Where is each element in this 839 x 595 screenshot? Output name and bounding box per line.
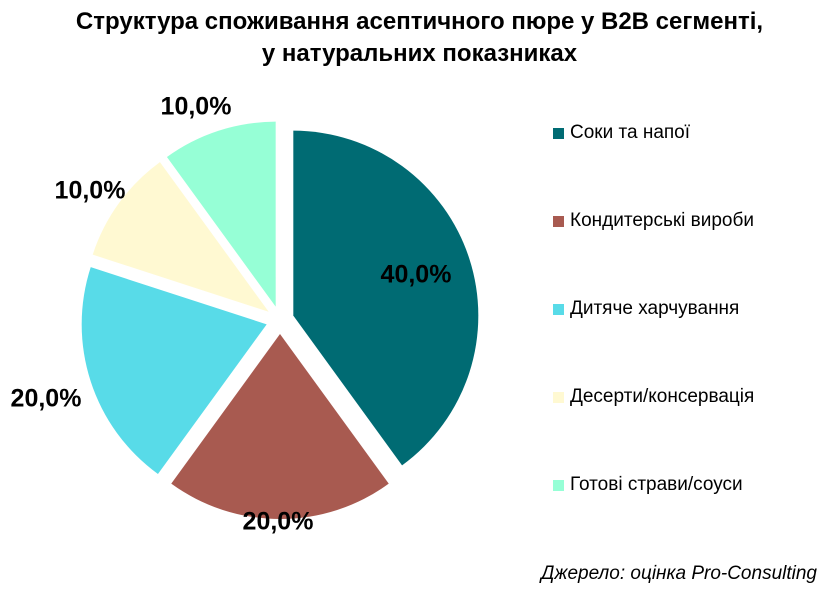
data-label-4: 10,0%	[55, 177, 126, 205]
data-label-5: 10,0%	[161, 93, 232, 121]
legend-item-4: Десерти/консервація	[553, 384, 754, 410]
legend-item-5: Готові страви/соуси	[553, 472, 743, 498]
legend-label: Дитяче харчування	[570, 298, 740, 319]
legend-swatch	[553, 391, 564, 403]
data-label-3: 20,0%	[11, 385, 82, 413]
pie-slice-4	[92, 162, 269, 312]
source-note: Джерело: оцінка Pro-Consulting	[541, 563, 817, 584]
pie-slice-5	[166, 121, 276, 307]
pie-slice-1	[293, 130, 479, 466]
legend-label: Готові страви/соуси	[570, 474, 743, 495]
chart-title-line-2: у натуральних показниках	[261, 40, 578, 67]
legend-swatch	[553, 303, 564, 315]
pie-slice-3	[81, 267, 267, 474]
legend-item-1: Соки та напої	[553, 120, 690, 146]
legend-label: Кондитерські вироби	[570, 210, 754, 231]
legend-swatch	[553, 215, 564, 227]
legend-label: Соки та напої	[570, 122, 691, 143]
legend-swatch	[553, 479, 564, 491]
legend-swatch	[553, 127, 564, 139]
pie-slice-2	[171, 334, 389, 520]
data-label-2: 20,0%	[243, 508, 314, 536]
legend-item-3: Дитяче харчування	[553, 296, 739, 322]
data-label-1: 40,0%	[381, 261, 452, 289]
chart-title-line-1: Структура споживання асептичного пюре у …	[75, 8, 764, 35]
chart-title: Структура споживання асептичного пюре у …	[0, 6, 839, 70]
legend-label: Десерти/консервація	[570, 386, 755, 407]
legend-item-2: Кондитерські вироби	[553, 208, 754, 234]
